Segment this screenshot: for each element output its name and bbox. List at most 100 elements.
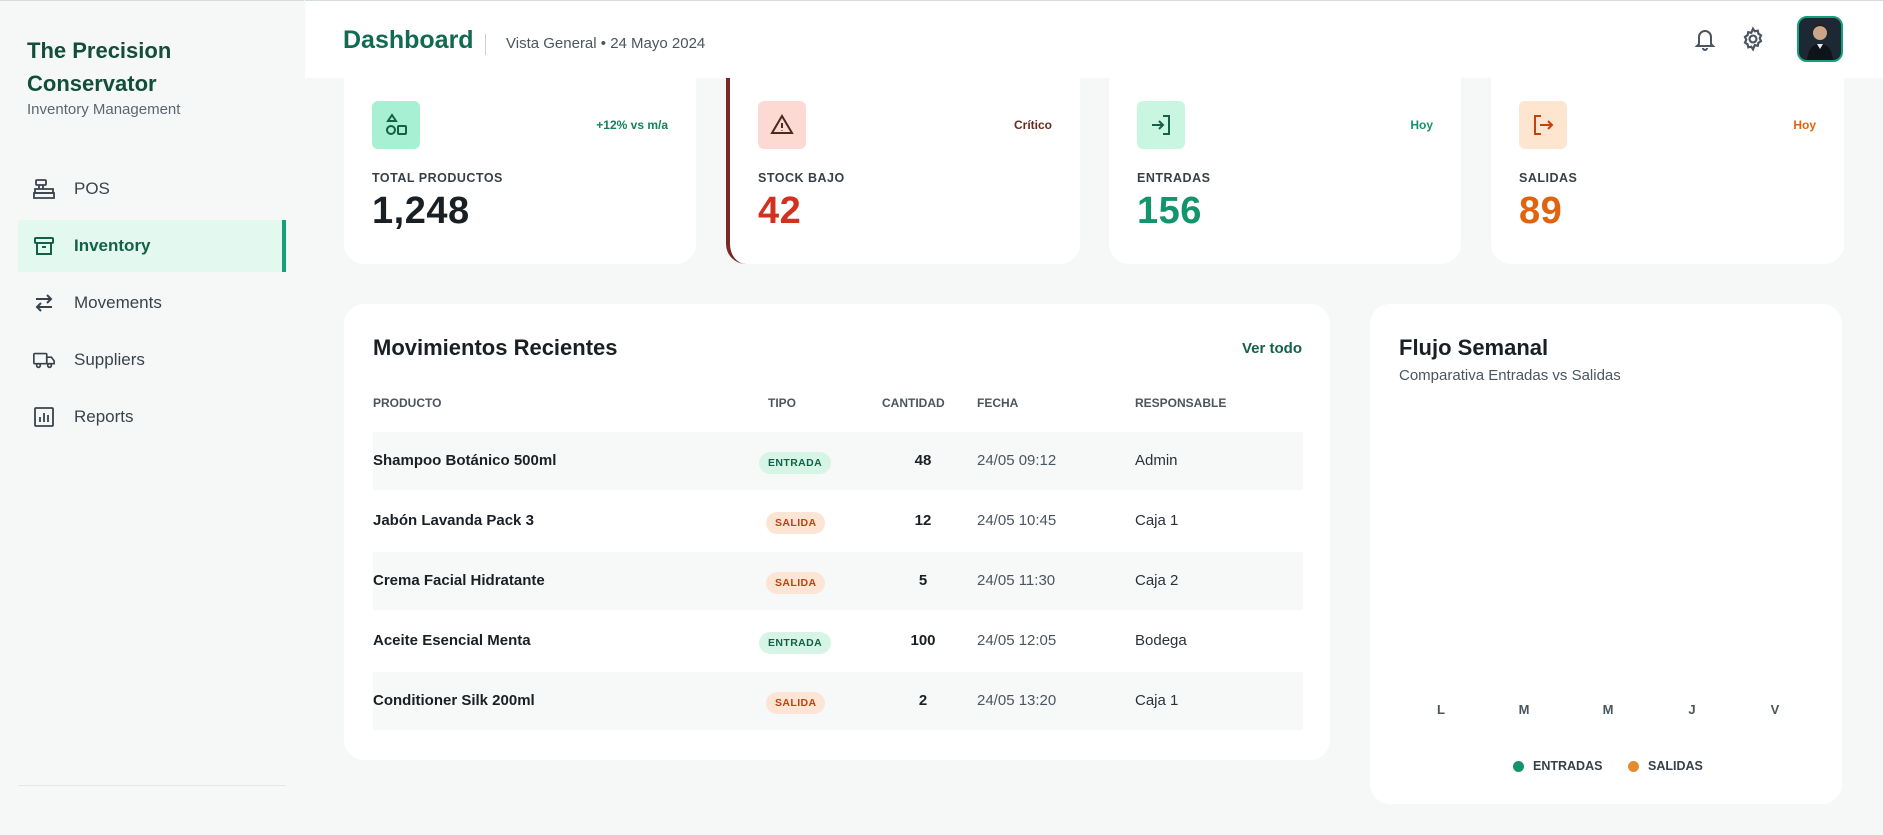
product-name: Aceite Esencial Menta — [373, 632, 531, 649]
legend-entradas: ENTRADAS — [1513, 759, 1602, 773]
stat-card-entries: Hoy ENTRADAS 156 — [1109, 78, 1461, 264]
date: 24/05 09:12 — [977, 452, 1057, 469]
stat-card-exits: Hoy SALIDAS 89 — [1491, 78, 1844, 264]
column-header-responsible: RESPONSABLE — [1135, 396, 1227, 410]
archive-box-icon — [32, 234, 56, 258]
table-row[interactable]: Crema Facial Hidratante SALIDA 5 24/05 1… — [373, 552, 1303, 610]
product-name: Crema Facial Hidratante — [373, 572, 545, 589]
product-name: Shampoo Botánico 500ml — [373, 452, 557, 469]
cash-register-icon — [32, 177, 56, 201]
day-label: L — [1437, 702, 1445, 717]
sidebar-item-label: Movements — [74, 293, 162, 312]
type-badge: ENTRADA — [759, 452, 832, 474]
date: 24/05 11:30 — [977, 572, 1056, 589]
responsible: Admin — [1135, 452, 1178, 469]
type-badge: SALIDA — [766, 692, 826, 714]
legend-dot — [1628, 760, 1639, 772]
sidebar-item-label: Inventory — [74, 236, 151, 255]
column-header-quantity: CANTIDAD — [882, 396, 945, 410]
day-label: M — [1518, 702, 1530, 717]
sidebar-item-pos[interactable]: POS — [18, 163, 286, 215]
legend-label: SALIDAS — [1648, 759, 1703, 773]
date: 24/05 10:45 — [977, 512, 1057, 529]
legend-dot — [1513, 760, 1524, 772]
bar-chart-icon — [32, 405, 56, 429]
weekly-flow-card: Flujo Semanal Comparativa Entradas vs Sa… — [1370, 304, 1842, 804]
responsible: Caja 1 — [1135, 512, 1179, 529]
quantity: 2 — [918, 692, 928, 709]
warning-icon — [758, 101, 806, 149]
section-subtitle: Comparativa Entradas vs Salidas — [1399, 367, 1621, 384]
responsible: Bodega — [1135, 632, 1187, 649]
type-badge: SALIDA — [766, 572, 826, 594]
avatar[interactable] — [1797, 16, 1843, 62]
type-badge: ENTRADA — [759, 632, 832, 654]
product-name: Jabón Lavanda Pack 3 — [373, 512, 534, 529]
legend-salidas: SALIDAS — [1628, 759, 1703, 773]
sidebar-nav: POS Inventory Movements Suppliers Report… — [18, 163, 286, 448]
product-name: Conditioner Silk 200ml — [373, 692, 535, 709]
sidebar-item-movements[interactable]: Movements — [18, 277, 286, 329]
quantity: 100 — [910, 632, 936, 649]
title-divider — [485, 34, 486, 55]
stat-card-total-products: +12% vs m/a TOTAL PRODUCTOS 1,248 — [344, 78, 696, 264]
day-label: M — [1602, 702, 1614, 717]
stat-tag: +12% vs m/a — [596, 118, 668, 132]
sidebar-divider — [18, 785, 286, 786]
quantity: 5 — [918, 572, 928, 589]
bell-icon[interactable] — [1692, 26, 1718, 52]
date: 24/05 13:20 — [977, 692, 1057, 709]
table-header: PRODUCTO TIPO CANTIDAD FECHA RESPONSABLE — [373, 396, 1303, 416]
see-all-link[interactable]: Ver todo — [1241, 340, 1302, 357]
stat-tag: Crítico — [1013, 118, 1052, 132]
sign-in-icon — [1137, 101, 1185, 149]
recent-movements-card: Movimientos Recientes Ver todo PRODUCTO … — [344, 304, 1330, 760]
quantity: 12 — [914, 512, 932, 529]
sidebar-item-label: POS — [74, 179, 110, 198]
sidebar-item-reports[interactable]: Reports — [18, 391, 286, 443]
stat-tag: Hoy — [1793, 118, 1816, 132]
stat-label: SALIDAS — [1519, 171, 1578, 185]
sign-out-icon — [1519, 101, 1567, 149]
table-row[interactable]: Shampoo Botánico 500ml ENTRADA 48 24/05 … — [373, 432, 1303, 490]
quantity: 48 — [914, 452, 932, 469]
date: 24/05 12:05 — [977, 632, 1057, 649]
brand-subtitle: Inventory Management — [27, 101, 181, 118]
stat-label: STOCK BAJO — [758, 171, 845, 185]
stat-card-low-stock: Crítico STOCK BAJO 42 — [726, 78, 1080, 264]
page-subtitle: Vista General • 24 Mayo 2024 — [506, 35, 706, 52]
page-title: Dashboard — [343, 26, 474, 54]
stat-label: ENTRADAS — [1137, 171, 1211, 185]
brand-title: The Precision Conservator — [27, 38, 172, 96]
table-row[interactable]: Aceite Esencial Menta ENTRADA 100 24/05 … — [373, 612, 1303, 670]
type-badge: SALIDA — [766, 512, 826, 534]
top-header: Dashboard Vista General • 24 Mayo 2024 — [305, 0, 1883, 78]
sidebar-item-label: Reports — [74, 407, 134, 426]
stat-value: 42 — [758, 190, 802, 232]
stat-tag: Hoy — [1410, 118, 1433, 132]
day-label: J — [1688, 702, 1696, 717]
gear-icon[interactable] — [1740, 26, 1766, 52]
legend-label: ENTRADAS — [1533, 759, 1603, 773]
section-title: Flujo Semanal — [1399, 335, 1549, 360]
column-header-date: FECHA — [977, 396, 1019, 410]
stat-value: 89 — [1519, 190, 1563, 232]
responsible: Caja 2 — [1135, 572, 1179, 589]
table-row[interactable]: Conditioner Silk 200ml SALIDA 2 24/05 13… — [373, 672, 1303, 730]
section-title: Movimientos Recientes — [373, 335, 618, 360]
sidebar-item-inventory[interactable]: Inventory — [18, 220, 286, 272]
day-label: V — [1770, 702, 1780, 717]
column-header-type: TIPO — [768, 396, 797, 410]
sidebar-item-label: Suppliers — [74, 350, 145, 369]
shapes-icon — [372, 101, 420, 149]
stat-value: 156 — [1137, 190, 1202, 232]
sidebar-item-suppliers[interactable]: Suppliers — [18, 334, 286, 386]
swap-arrows-icon — [32, 291, 56, 315]
responsible: Caja 1 — [1135, 692, 1179, 709]
stat-value: 1,248 — [372, 190, 470, 232]
table-row[interactable]: Jabón Lavanda Pack 3 SALIDA 12 24/05 10:… — [373, 492, 1303, 550]
brand: The Precision Conservator Inventory Mana… — [27, 34, 247, 118]
sidebar: The Precision Conservator Inventory Mana… — [0, 0, 304, 835]
stat-label: TOTAL PRODUCTOS — [372, 171, 503, 185]
truck-icon — [32, 348, 56, 372]
